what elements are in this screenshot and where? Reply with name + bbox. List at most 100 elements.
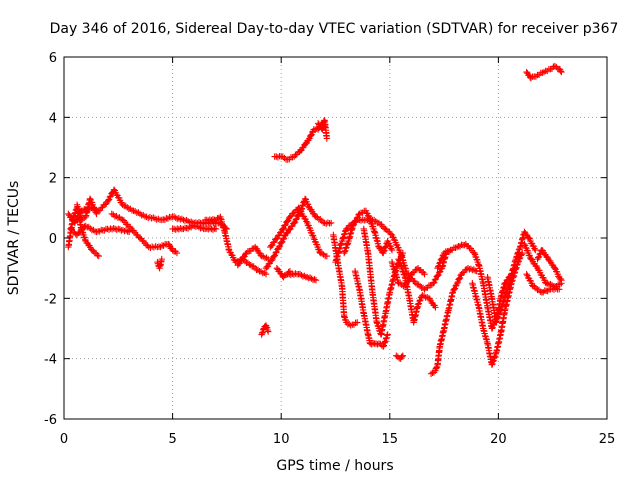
data-point-fill [122, 227, 130, 234]
data-point [551, 264, 559, 272]
data-point [430, 280, 437, 287]
data-point [453, 280, 461, 287]
series-track-ae [534, 246, 565, 284]
data-point-fill [160, 242, 167, 249]
data-point [558, 68, 565, 76]
data-point [295, 204, 302, 212]
data-point [286, 213, 294, 221]
series-track-n [273, 264, 294, 281]
data-point-fill [184, 225, 192, 232]
data-point [247, 261, 254, 269]
data-point [414, 301, 422, 308]
y-tick-labels: -6 -4 -2 0 2 4 6 [44, 51, 57, 428]
data-point [82, 222, 89, 230]
data-point-fill [92, 209, 100, 216]
data-point [291, 219, 298, 227]
y-tick-label: -4 [44, 353, 57, 368]
data-point-fill [436, 260, 443, 267]
data-point [488, 325, 496, 332]
data-point-fill [366, 215, 373, 222]
data-point-fill [278, 239, 285, 246]
data-point [401, 283, 409, 290]
data-point [558, 277, 565, 284]
data-point-fill [303, 218, 310, 225]
data-point [514, 258, 522, 266]
y-tick-label: 0 [49, 232, 57, 247]
data-point-fill [284, 218, 291, 225]
series-track-x [388, 258, 428, 290]
data-point-fill [400, 271, 408, 278]
data-point [262, 271, 270, 278]
data-point [180, 225, 187, 233]
data-point [321, 123, 328, 130]
data-point-fill [405, 275, 413, 282]
data-point [169, 246, 176, 254]
data-point-fill [387, 230, 394, 237]
data-point-fill [396, 259, 403, 267]
axis-ticks [63, 56, 608, 420]
data-point-fill [285, 268, 292, 276]
data-point-fill [397, 262, 405, 270]
data-point-fill [307, 132, 315, 139]
series-track-e [108, 210, 181, 257]
series-track-g [169, 222, 220, 233]
data-point-fill [270, 252, 278, 260]
series-track-y [427, 264, 480, 377]
data-point [310, 234, 317, 242]
series-track-j [258, 322, 272, 338]
series-track-a [65, 186, 231, 233]
data-point-fill [106, 193, 114, 201]
data-point [93, 210, 100, 218]
data-point [312, 277, 320, 284]
data-point-fill [85, 223, 93, 231]
data-point-fill [301, 272, 308, 280]
data-point-fill [279, 153, 287, 160]
series-track-h [201, 213, 270, 278]
series-track-v [393, 352, 407, 362]
data-point [399, 249, 407, 257]
data-point [173, 249, 181, 257]
data-point-fill [456, 243, 464, 250]
data-point-fill [274, 154, 282, 161]
x-tick-label: 5 [168, 432, 176, 447]
data-point-fill [320, 124, 328, 131]
data-point-fill [124, 204, 131, 211]
data-point-fill [105, 197, 112, 204]
data-point-fill [117, 215, 125, 223]
data-point [521, 240, 528, 248]
y-tick-label: 6 [49, 51, 57, 66]
data-point-fill [435, 263, 442, 270]
data-point [421, 271, 428, 278]
data-point-fill [516, 255, 523, 262]
data-point-fill [113, 212, 120, 220]
y-tick-label: -2 [44, 292, 57, 307]
data-point-fill [451, 286, 458, 293]
series-track-b [67, 222, 133, 239]
data-point-fill [94, 252, 101, 259]
data-point-fill [272, 249, 279, 256]
series-track-ab [484, 271, 515, 326]
data-point [286, 267, 294, 275]
data-point-fill [311, 276, 318, 283]
data-point-fill [320, 117, 328, 125]
data-point-fill [416, 297, 423, 305]
x-tick-label: 10 [273, 432, 290, 447]
data-point-fill [305, 136, 312, 144]
data-point [301, 195, 309, 202]
data-point-fill [308, 275, 315, 282]
data-point [519, 249, 526, 257]
data-point-fill [438, 255, 445, 263]
data-point-fill [155, 215, 162, 223]
data-point [327, 219, 335, 227]
data-point-fill [198, 224, 206, 231]
data-point-fill [557, 67, 564, 75]
series-track-s [340, 207, 396, 257]
data-point [86, 195, 94, 202]
data-point [508, 271, 515, 278]
data-point [384, 331, 391, 338]
data-point [421, 286, 428, 293]
data-point-fill [535, 254, 542, 261]
data-point [354, 319, 361, 326]
data-point [453, 243, 461, 251]
